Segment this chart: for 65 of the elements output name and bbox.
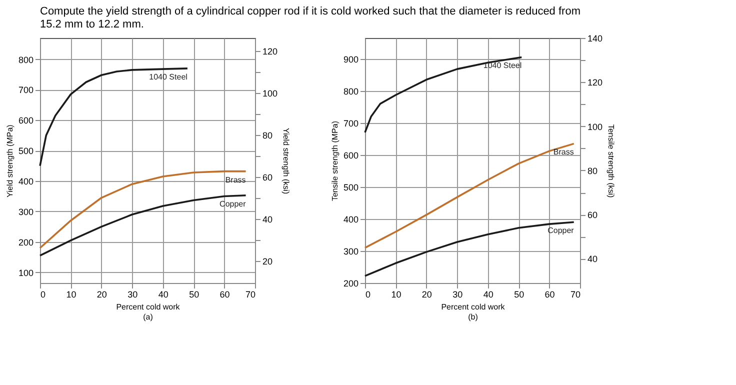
series-label: Brass: [553, 148, 574, 157]
series-label: Copper: [548, 226, 574, 236]
y2-tick-label: 100: [262, 88, 278, 98]
y-tick-label: 400: [343, 214, 358, 224]
y2-tick-label: 80: [588, 166, 598, 176]
x-tick-label: 40: [158, 290, 168, 300]
y2-tick-label: 60: [588, 210, 598, 220]
x-tick-label: 50: [514, 290, 524, 300]
y2-tick-label: 120: [588, 78, 603, 88]
x-tick-label: 70: [570, 290, 580, 300]
line-series: [364, 142, 575, 249]
series-label: 1040 Steel: [483, 61, 522, 70]
line-series: [39, 194, 247, 257]
y-tick-label: 700: [18, 85, 34, 96]
x-tick-label: 0: [40, 290, 46, 300]
x-tick-label: 70: [245, 290, 256, 300]
y-tick-label: 600: [343, 150, 358, 160]
text: (b): [468, 312, 478, 322]
y2-tick-label: 40: [262, 214, 273, 224]
y-axis-title: Tensile strength (MPa): [330, 120, 340, 202]
text: Compute the yield strength of a cylindrical copper rod if it is cold worked such that the diameter is reduced from 15.2 mm to 12.2 mm.: [40, 6, 580, 30]
y2-tick-label: 120: [262, 46, 278, 57]
line-series: [39, 170, 247, 249]
x-tick-label: 20: [96, 290, 107, 300]
x-tick-label: 50: [189, 290, 200, 300]
y-tick-label: 500: [18, 146, 34, 156]
y2-tick-label: 60: [262, 172, 273, 182]
y2-axis-title: Tensile strength (ksi): [606, 124, 616, 198]
x-tick-label: 60: [220, 290, 230, 300]
y-tick-label: 900: [343, 54, 358, 64]
series-label: Brass: [225, 175, 246, 184]
y-tick-label: 300: [343, 246, 358, 256]
text: (a): [143, 312, 154, 322]
line-series: [364, 221, 575, 277]
y2-tick-label: 20: [262, 256, 273, 266]
y-axis-title: Yield strength (MPa): [5, 124, 14, 198]
x-tick-label: 30: [452, 290, 463, 300]
x-tick-label: 0: [366, 290, 371, 300]
x-tick-label: 30: [128, 290, 138, 300]
series-label: 1040 Steel: [149, 72, 188, 82]
y-tick-label: 100: [18, 268, 34, 278]
y2-tick-label: 100: [588, 122, 603, 132]
x-axis-title: Percent cold work: [116, 302, 181, 312]
y-tick-label: 800: [18, 54, 34, 65]
x-tick-label: 40: [483, 290, 494, 300]
y-tick-label: 400: [18, 176, 34, 187]
x-tick-label: 10: [391, 290, 402, 300]
y2-tick-label: 80: [262, 130, 273, 140]
y2-axis-title: Yield strength (ksi): [282, 128, 291, 194]
y-tick-label: 800: [343, 86, 358, 96]
y2-tick-label: 40: [588, 254, 598, 264]
x-tick-label: 60: [544, 290, 555, 300]
y-tick-label: 600: [18, 116, 34, 126]
x-tick-label: 20: [422, 290, 432, 300]
line-series: [364, 56, 523, 134]
y-tick-label: 500: [343, 182, 358, 192]
line-series: [39, 68, 188, 167]
x-tick-label: 10: [66, 290, 76, 300]
series-label: Copper: [220, 199, 246, 208]
x-axis-title: Percent cold work: [441, 302, 506, 312]
y-tick-label: 700: [343, 118, 358, 128]
y-tick-label: 200: [18, 237, 34, 248]
y2-tick-label: 140: [588, 34, 603, 44]
y-tick-label: 200: [343, 278, 358, 288]
y-tick-label: 300: [18, 206, 34, 217]
